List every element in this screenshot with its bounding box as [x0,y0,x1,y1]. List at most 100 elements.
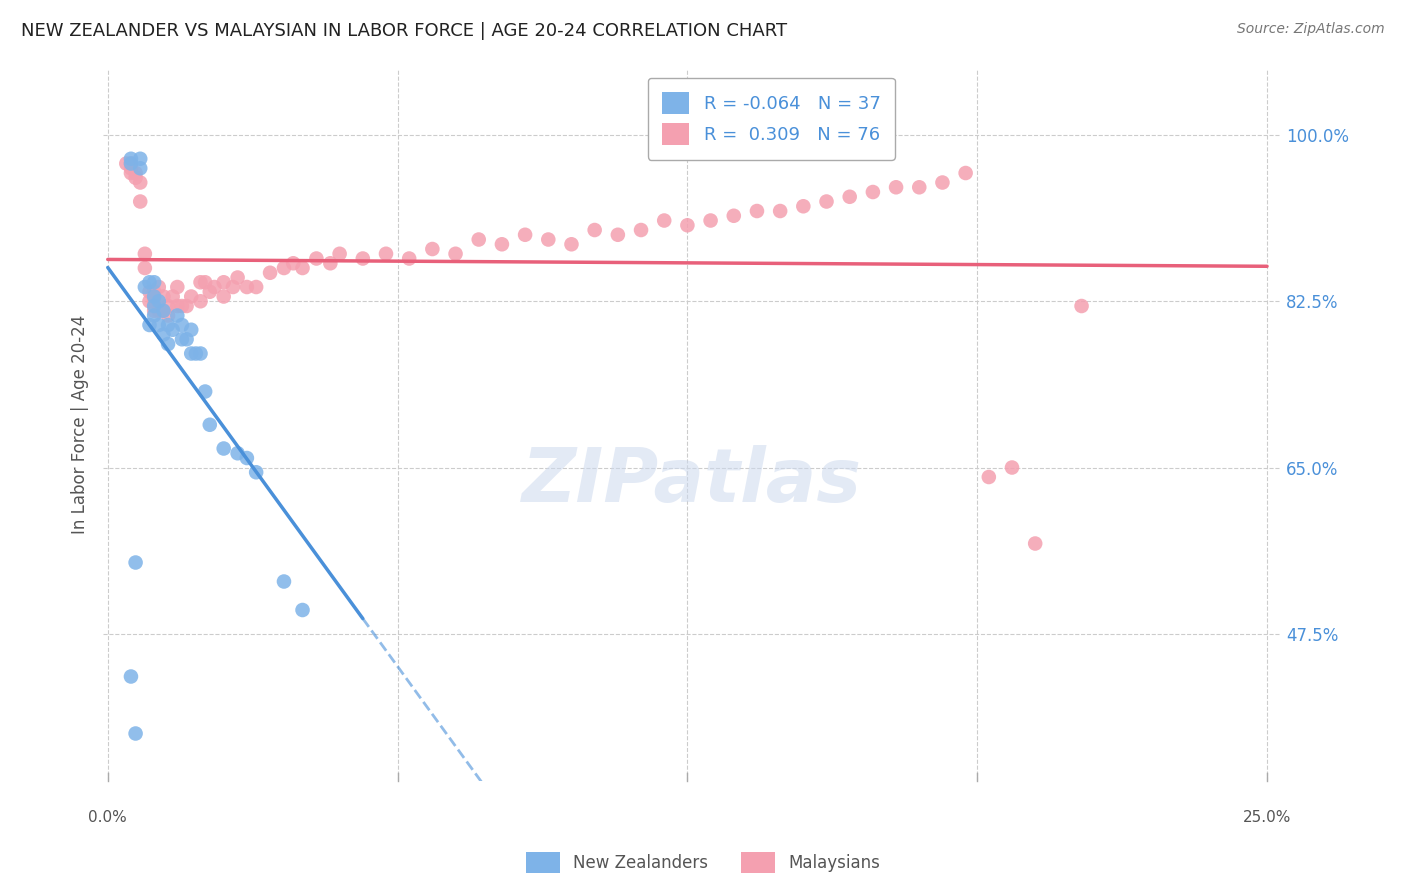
Point [931,176,953,190]
Point [977,470,1000,484]
Text: 25.0%: 25.0% [1243,810,1291,824]
Point [120,669,142,683]
Point [124,166,146,180]
Point [152,303,174,318]
Point [699,213,721,227]
Point [245,280,267,294]
Point [444,246,467,260]
Text: Source: ZipAtlas.com: Source: ZipAtlas.com [1237,22,1385,37]
Point [291,603,314,617]
Point [162,323,184,337]
Point [134,280,156,294]
Point [166,309,188,323]
Point [1024,536,1046,550]
Point [467,233,489,247]
Point [352,252,374,266]
Point [226,270,249,285]
Point [212,442,235,456]
Point [152,289,174,303]
Point [138,275,160,289]
Point [148,318,170,332]
Point [212,275,235,289]
Point [862,185,884,199]
Point [329,246,352,260]
Point [157,337,180,351]
Point [815,194,838,209]
Point [212,289,235,303]
Point [745,204,768,219]
Point [166,280,188,294]
Point [166,299,188,313]
Point [194,384,217,399]
Point [283,256,305,270]
Point [222,280,245,294]
Point [148,294,170,309]
Y-axis label: In Labor Force | Age 20-24: In Labor Force | Age 20-24 [72,315,89,534]
Point [120,156,142,170]
Point [190,346,212,360]
Point [120,156,142,170]
Point [138,285,160,299]
Point [134,246,156,260]
Point [129,194,152,209]
Point [157,318,180,332]
Point [198,285,221,299]
Point [398,252,420,266]
Point [245,465,267,479]
Point [583,223,606,237]
Point [143,275,166,289]
Point [537,233,560,247]
Text: 0.0%: 0.0% [89,810,127,824]
Point [259,266,281,280]
Point [176,332,198,346]
Point [162,289,184,303]
Point [769,204,792,219]
Point [143,289,166,303]
Point [134,260,156,275]
Point [273,260,295,275]
Point [170,299,193,313]
Point [129,161,152,176]
Point [236,280,259,294]
Point [236,450,259,465]
Point [792,199,814,213]
Point [170,332,193,346]
Point [723,209,745,223]
Point [124,726,146,740]
Point [560,237,582,252]
Legend: New Zealanders, Malaysians: New Zealanders, Malaysians [520,846,886,880]
Text: NEW ZEALANDER VS MALAYSIAN IN LABOR FORCE | AGE 20-24 CORRELATION CHART: NEW ZEALANDER VS MALAYSIAN IN LABOR FORC… [21,22,787,40]
Point [884,180,907,194]
Point [124,556,146,570]
Point [129,152,152,166]
Point [124,170,146,185]
Text: ZIPatlas: ZIPatlas [522,445,862,518]
Point [422,242,444,256]
Point [190,275,212,289]
Point [143,309,166,323]
Point [157,299,180,313]
Point [1070,299,1092,313]
Point [143,285,166,299]
Point [157,309,180,323]
Point [120,166,142,180]
Point [170,318,193,332]
Point [190,294,212,309]
Point [273,574,295,589]
Point [513,227,536,242]
Point [955,166,977,180]
Point [120,152,142,166]
Point [838,190,860,204]
Point [176,299,198,313]
Point [291,260,314,275]
Point [184,346,207,360]
Point [152,303,174,318]
Point [143,294,166,309]
Point [630,223,652,237]
Point [606,227,628,242]
Point [319,256,342,270]
Point [198,417,221,432]
Point [152,327,174,342]
Point [120,161,142,176]
Point [180,323,202,337]
